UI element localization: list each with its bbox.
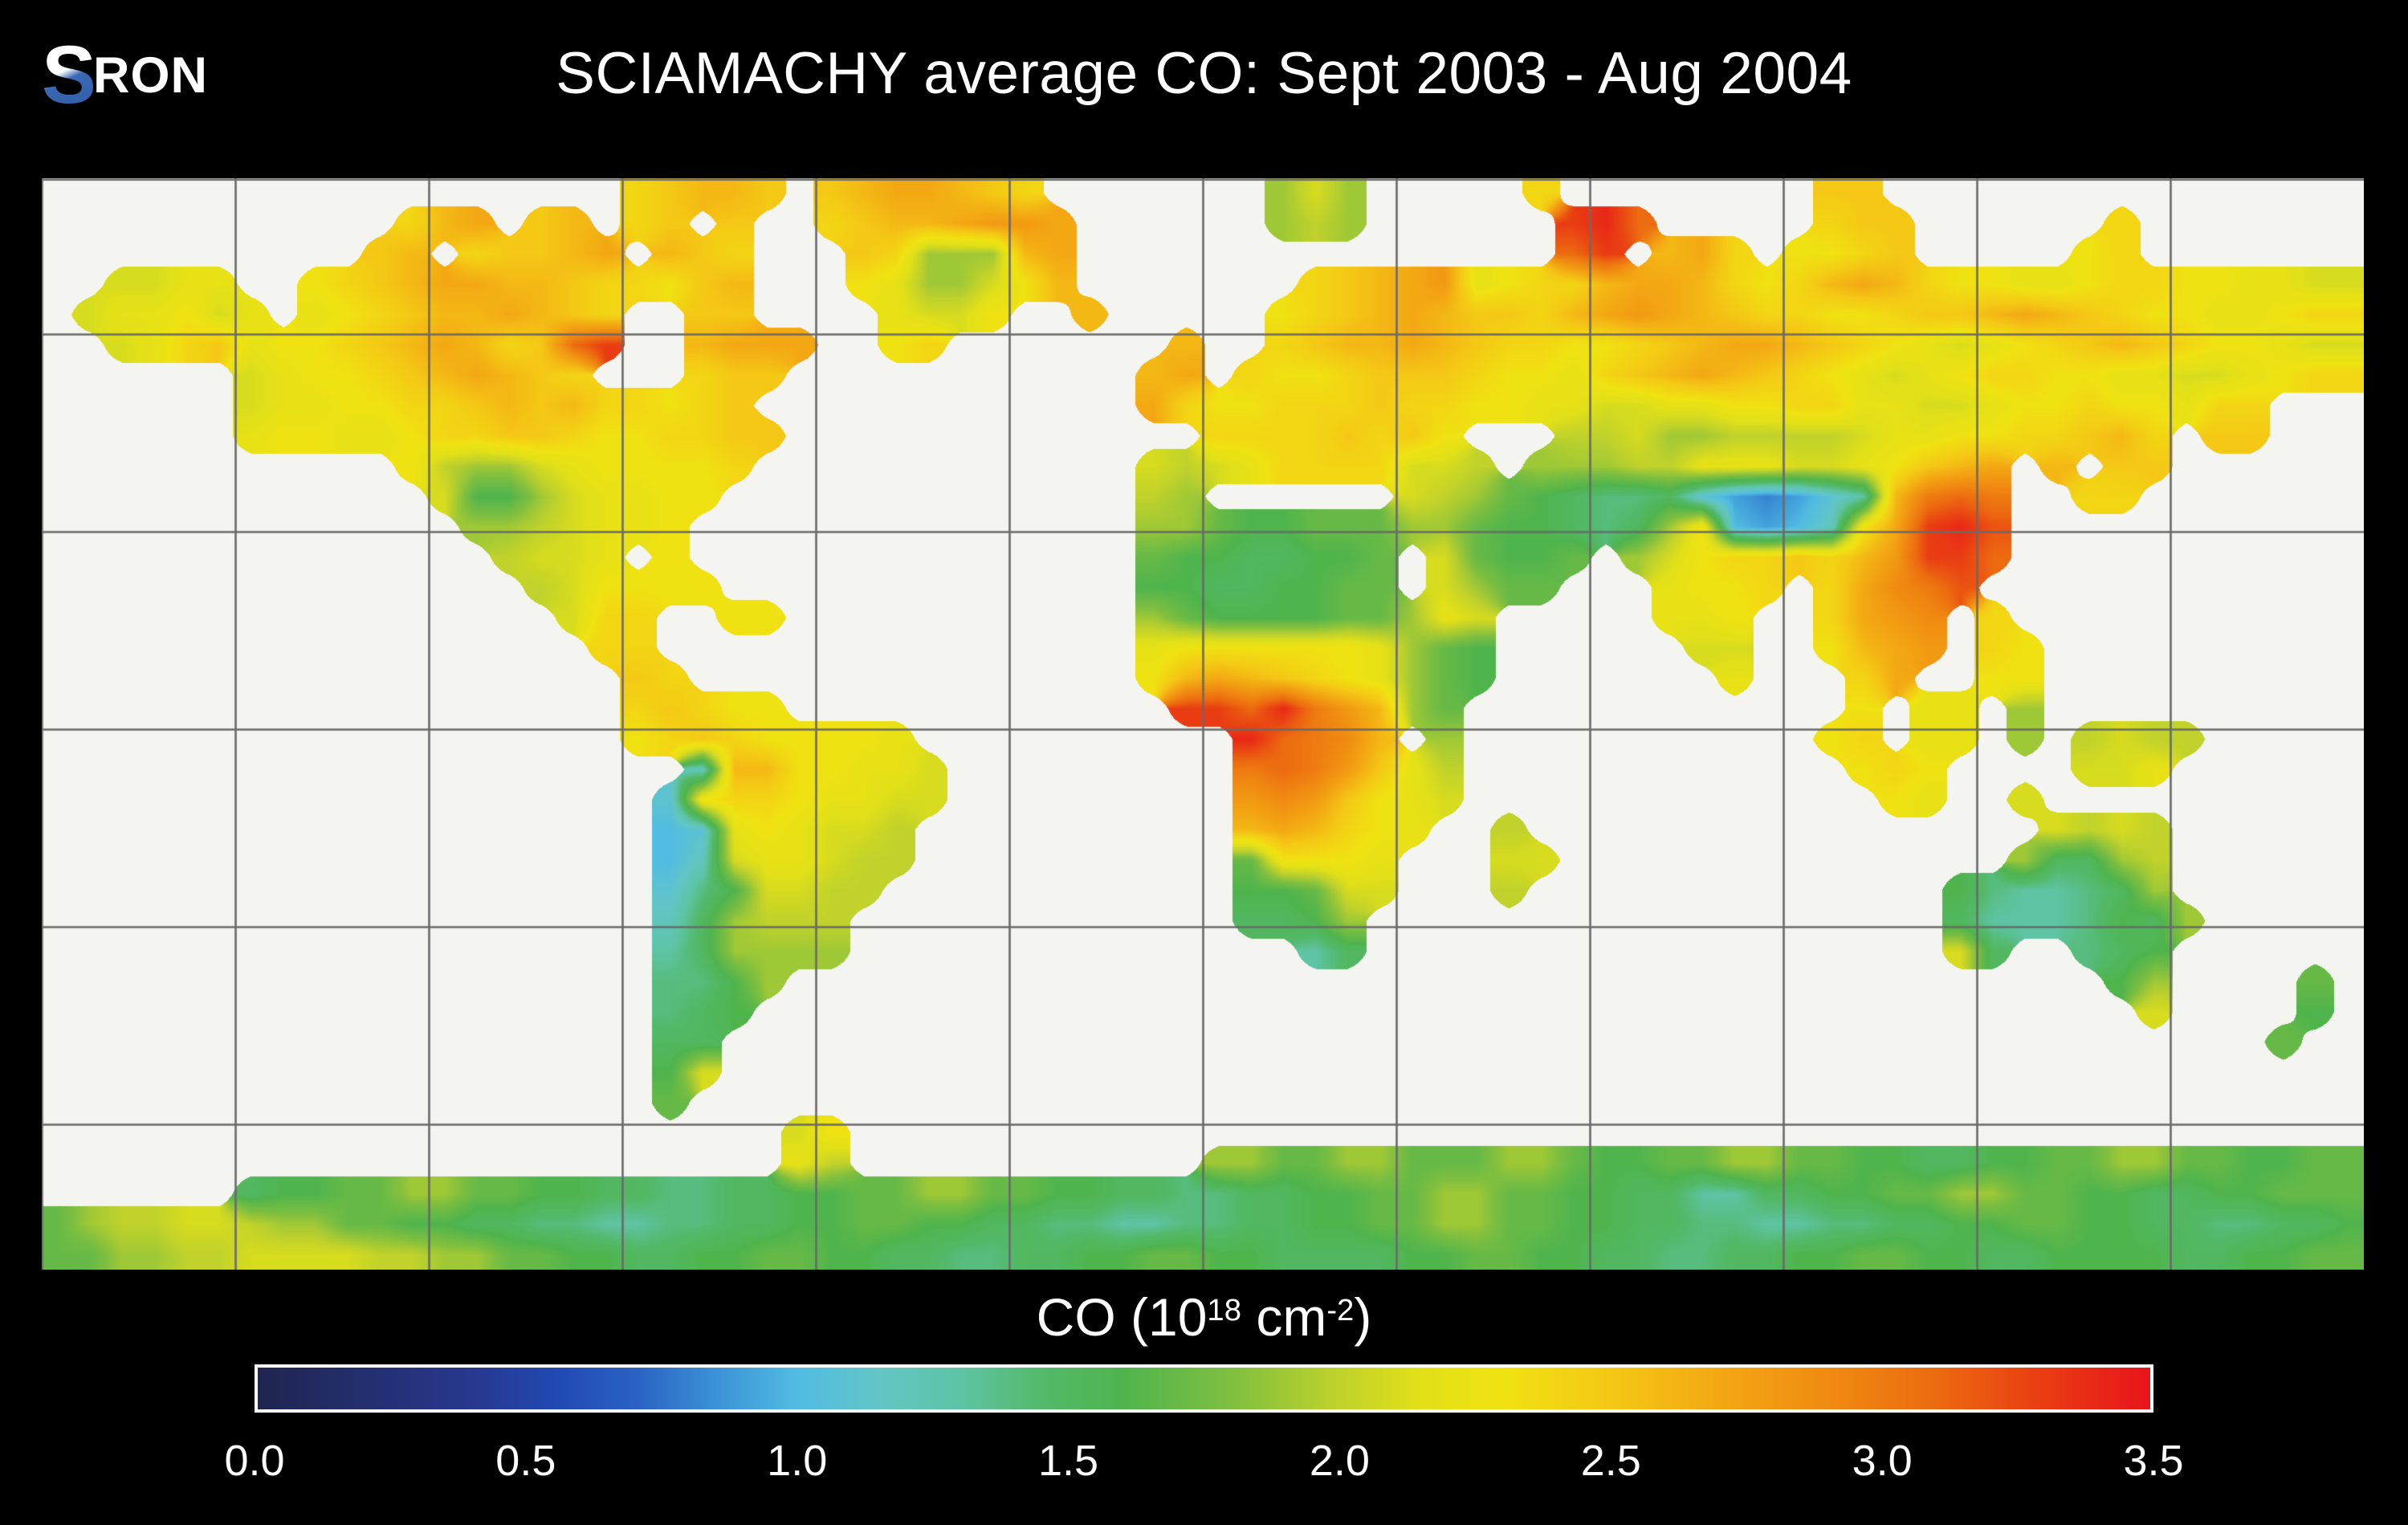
colorbar-tick-label: 1.0: [767, 1437, 828, 1485]
units-exponent: 18: [1207, 1292, 1241, 1327]
units-prefix: CO (10: [1036, 1287, 1208, 1347]
sron-logo-ron: RON: [93, 47, 209, 104]
heatmap-canvas: [42, 178, 2364, 1270]
page-title: SCIAMACHY average CO: Sept 2003 - Aug 20…: [556, 41, 1852, 106]
sron-logo-s: S: [42, 29, 97, 120]
colorbar-units-label: CO (1018 cm-2): [0, 1286, 2408, 1348]
co-world-heatmap: [42, 178, 2364, 1270]
colorbar-tick-label: 2.5: [1580, 1437, 1641, 1485]
colorbar-tick-label: 0.5: [495, 1437, 556, 1485]
units-suffix: ): [1354, 1287, 1372, 1347]
colorbar-gradient: [255, 1364, 2153, 1413]
colorbar-tick-label: 3.0: [1852, 1437, 1913, 1485]
colorbar-tick-label: 2.0: [1309, 1437, 1370, 1485]
sron-logo: S RON: [42, 34, 208, 116]
units-mid: cm: [1241, 1287, 1327, 1347]
units-exponent-2: -2: [1326, 1292, 1355, 1327]
colorbar-tick-label: 0.0: [224, 1437, 285, 1485]
colorbar-tick-label: 3.5: [2123, 1437, 2184, 1485]
colorbar-tick-label: 1.5: [1038, 1437, 1099, 1485]
